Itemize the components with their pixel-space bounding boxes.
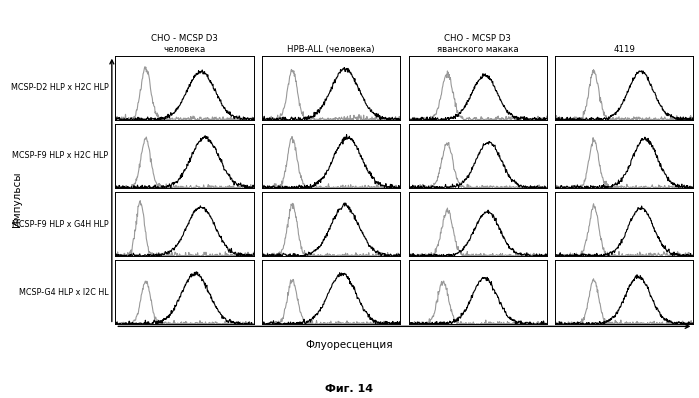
- Text: Фиг. 14: Фиг. 14: [326, 384, 373, 394]
- Text: HPB-ALL (человека): HPB-ALL (человека): [287, 45, 375, 54]
- Text: 4119: 4119: [613, 45, 635, 54]
- Text: CHO - MCSP D3
человека: CHO - MCSP D3 человека: [151, 34, 218, 54]
- Text: Импульсы: Импульсы: [13, 171, 22, 227]
- Text: MCSP-F9 HLP x H2C HLP: MCSP-F9 HLP x H2C HLP: [12, 152, 108, 160]
- Text: Флуоресценция: Флуоресценция: [305, 340, 394, 350]
- Text: CHO - MCSP D3
яванского макака: CHO - MCSP D3 яванского макака: [437, 34, 519, 54]
- Text: MCSP-G4 HLP x I2C HL: MCSP-G4 HLP x I2C HL: [19, 288, 108, 297]
- Text: MCSP-F9 HLP x G4H HLP: MCSP-F9 HLP x G4H HLP: [12, 220, 108, 228]
- Text: MCSP-D2 HLP x H2C HLP: MCSP-D2 HLP x H2C HLP: [10, 83, 108, 92]
